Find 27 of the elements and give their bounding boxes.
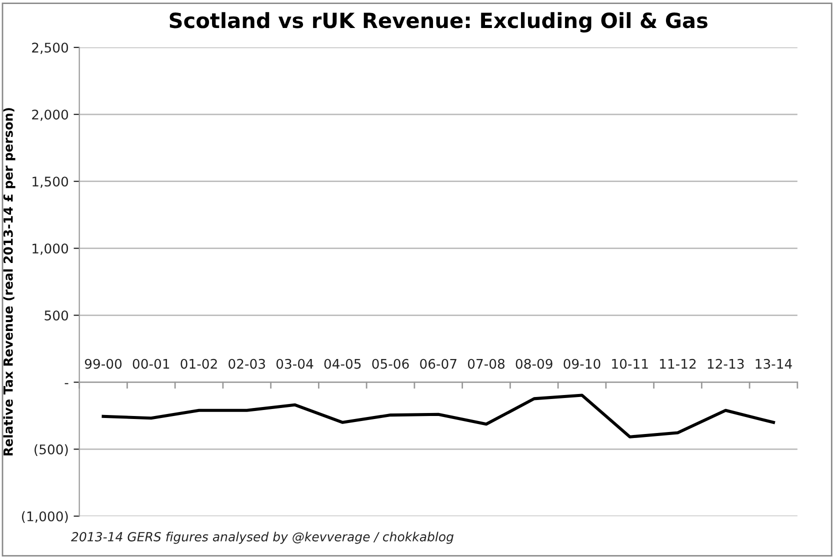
x-tick-label: 99-00 (84, 358, 122, 369)
y-tick-label: 1,000 (32, 244, 68, 255)
x-tick-label: 08-09 (516, 358, 552, 369)
y-tick-label: - (64, 383, 68, 384)
x-tick-label: 10-11 (612, 358, 648, 369)
y-tick-label: (1,000) (22, 511, 68, 523)
x-tick-label: 07-08 (468, 358, 505, 369)
x-tick-label: 05-06 (372, 358, 409, 369)
x-tick-label: 00-01 (132, 358, 170, 369)
chart-title: Scotland vs rUK Revenue: Excluding Oil & Gas (170, 12, 708, 32)
y-axis-title: Relative Tax Revenue (real 2013-14 £ per person) (3, 108, 16, 456)
x-tick-label: 02-03 (228, 358, 265, 369)
y-tick-label: 500 (44, 310, 68, 320)
y-tick-label: 1,500 (32, 176, 68, 188)
y-tick-label: 2,000 (32, 110, 68, 121)
y-tick-label: 2,500 (32, 42, 68, 54)
y-tick-label: (500) (34, 444, 68, 456)
x-tick-label: 13-14 (756, 358, 792, 369)
line-series (102, 394, 776, 438)
x-tick-label: 09-10 (564, 358, 600, 369)
x-tick-label: 11-12 (660, 358, 696, 369)
x-tick-label: 06-07 (420, 358, 456, 369)
x-tick-label: 01-02 (180, 358, 217, 369)
text: 2013-14 GERS figures analysed by @kevverage / chokkablog (71, 532, 454, 544)
x-tick-label: 12-13 (708, 358, 744, 369)
x-tick-label: 04-05 (324, 358, 361, 369)
x-tick-label: 03-04 (276, 358, 314, 369)
